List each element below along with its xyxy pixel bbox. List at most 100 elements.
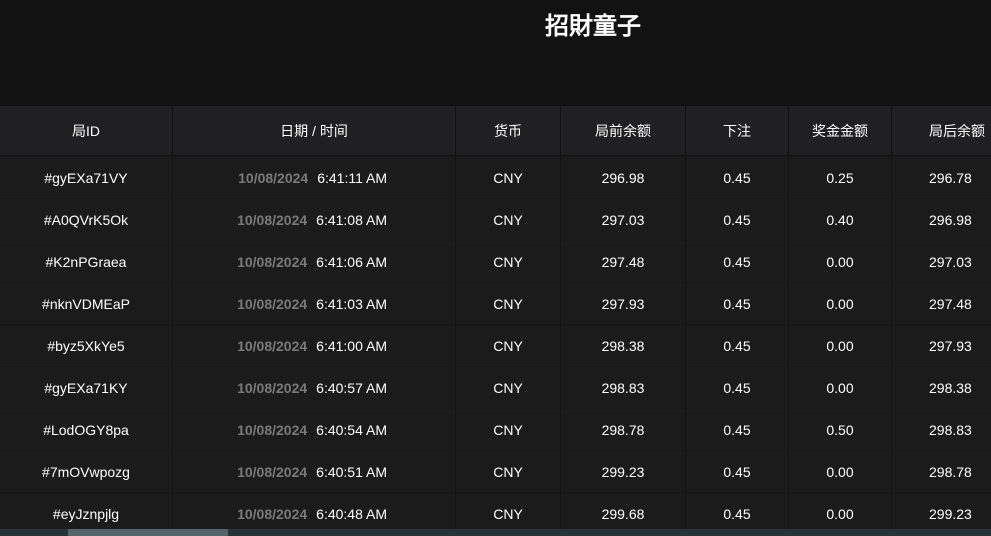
time: 6:41:03 AM bbox=[316, 295, 387, 312]
time: 6:40:51 AM bbox=[316, 463, 387, 480]
datetime: 10/08/2024 6:41:08 AM bbox=[173, 199, 456, 240]
col-header-datetime: 日期 / 时间 bbox=[173, 106, 456, 156]
col-header-round-id: 局ID bbox=[0, 106, 173, 156]
table-row[interactable]: #gyEXa71KY 10/08/2024 6:40:57 AM CNY 298.… bbox=[0, 366, 991, 408]
win-amount: 0.00 bbox=[789, 283, 892, 324]
datetime: 10/08/2024 6:41:11 AM bbox=[173, 157, 456, 198]
datetime: 10/08/2024 6:40:57 AM bbox=[173, 367, 456, 408]
balance-after: 296.78 bbox=[892, 157, 991, 198]
bet: 0.45 bbox=[686, 325, 789, 366]
date: 10/08/2024 bbox=[237, 421, 308, 438]
balance-before: 296.98 bbox=[561, 157, 686, 198]
bet: 0.45 bbox=[686, 241, 789, 282]
currency: CNY bbox=[456, 157, 561, 198]
datetime: 10/08/2024 6:40:51 AM bbox=[173, 451, 456, 492]
win-amount: 0.25 bbox=[789, 157, 892, 198]
currency: CNY bbox=[456, 283, 561, 324]
date: 10/08/2024 bbox=[237, 505, 308, 522]
currency: CNY bbox=[456, 325, 561, 366]
balance-after: 297.93 bbox=[892, 325, 991, 366]
col-header-bet: 下注 bbox=[686, 106, 789, 156]
time: 6:40:57 AM bbox=[316, 379, 387, 396]
balance-before: 298.78 bbox=[561, 409, 686, 450]
balance-after: 298.38 bbox=[892, 367, 991, 408]
round-id[interactable]: #7mOVwpozg bbox=[0, 451, 173, 492]
currency: CNY bbox=[456, 199, 561, 240]
balance-before: 299.23 bbox=[561, 451, 686, 492]
currency: CNY bbox=[456, 409, 561, 450]
balance-after: 296.98 bbox=[892, 199, 991, 240]
table-row[interactable]: #eyJznpjlg 10/08/2024 6:40:48 AM CNY 299.… bbox=[0, 492, 991, 534]
date: 10/08/2024 bbox=[238, 169, 309, 186]
page-title: 招財童子 bbox=[545, 12, 641, 40]
balance-before: 297.03 bbox=[561, 199, 686, 240]
datetime: 10/08/2024 6:40:54 AM bbox=[173, 409, 456, 450]
col-header-balance-after: 局后余额 bbox=[892, 106, 991, 156]
table-row[interactable]: #gyEXa71VY 10/08/2024 6:41:11 AM CNY 296.… bbox=[0, 156, 991, 198]
col-header-balance-before: 局前余额 bbox=[561, 106, 686, 156]
balance-after: 298.83 bbox=[892, 409, 991, 450]
currency: CNY bbox=[456, 493, 561, 534]
date: 10/08/2024 bbox=[237, 463, 308, 480]
round-id[interactable]: #A0QVrK5Ok bbox=[0, 199, 173, 240]
balance-before: 299.68 bbox=[561, 493, 686, 534]
win-amount: 0.40 bbox=[789, 199, 892, 240]
win-amount: 0.50 bbox=[789, 409, 892, 450]
balance-after: 297.03 bbox=[892, 241, 991, 282]
round-id[interactable]: #byz5XkYe5 bbox=[0, 325, 173, 366]
balance-before: 298.83 bbox=[561, 367, 686, 408]
scrollbar-thumb[interactable] bbox=[68, 529, 228, 536]
datetime: 10/08/2024 6:41:03 AM bbox=[173, 283, 456, 324]
round-id[interactable]: #gyEXa71KY bbox=[0, 367, 173, 408]
win-amount: 0.00 bbox=[789, 241, 892, 282]
currency: CNY bbox=[456, 241, 561, 282]
bet: 0.45 bbox=[686, 199, 789, 240]
win-amount: 0.00 bbox=[789, 325, 892, 366]
round-id[interactable]: #nknVDMEaP bbox=[0, 283, 173, 324]
bet: 0.45 bbox=[686, 493, 789, 534]
table-row[interactable]: #LodOGY8pa 10/08/2024 6:40:54 AM CNY 298.… bbox=[0, 408, 991, 450]
col-header-currency: 货币 bbox=[456, 106, 561, 156]
datetime: 10/08/2024 6:40:48 AM bbox=[173, 493, 456, 534]
table-row[interactable]: #byz5XkYe5 10/08/2024 6:41:00 AM CNY 298.… bbox=[0, 324, 991, 366]
currency: CNY bbox=[456, 451, 561, 492]
round-id[interactable]: #LodOGY8pa bbox=[0, 409, 173, 450]
balance-before: 297.93 bbox=[561, 283, 686, 324]
time: 6:41:08 AM bbox=[316, 211, 387, 228]
time: 6:40:54 AM bbox=[316, 421, 387, 438]
win-amount: 0.00 bbox=[789, 493, 892, 534]
table-row[interactable]: #nknVDMEaP 10/08/2024 6:41:03 AM CNY 297.… bbox=[0, 282, 991, 324]
balance-before: 297.48 bbox=[561, 241, 686, 282]
time: 6:40:48 AM bbox=[316, 505, 387, 522]
balance-after: 299.23 bbox=[892, 493, 991, 534]
round-id[interactable]: #gyEXa71VY bbox=[0, 157, 173, 198]
table-header: 局ID 日期 / 时间 货币 局前余额 下注 奖金金额 局后余额 bbox=[0, 106, 991, 156]
win-amount: 0.00 bbox=[789, 451, 892, 492]
balance-after: 298.78 bbox=[892, 451, 991, 492]
date: 10/08/2024 bbox=[237, 295, 308, 312]
horizontal-scrollbar[interactable] bbox=[0, 529, 991, 536]
round-id[interactable]: #eyJznpjlg bbox=[0, 493, 173, 534]
win-amount: 0.00 bbox=[789, 367, 892, 408]
col-header-win: 奖金金额 bbox=[789, 106, 892, 156]
bet: 0.45 bbox=[686, 451, 789, 492]
table-row[interactable]: #K2nPGraea 10/08/2024 6:41:06 AM CNY 297.… bbox=[0, 240, 991, 282]
time: 6:41:06 AM bbox=[316, 253, 387, 270]
date: 10/08/2024 bbox=[237, 337, 308, 354]
date: 10/08/2024 bbox=[237, 379, 308, 396]
datetime: 10/08/2024 6:41:00 AM bbox=[173, 325, 456, 366]
date: 10/08/2024 bbox=[237, 211, 308, 228]
date: 10/08/2024 bbox=[237, 253, 308, 270]
balance-before: 298.38 bbox=[561, 325, 686, 366]
bet: 0.45 bbox=[686, 367, 789, 408]
table-row[interactable]: #7mOVwpozg 10/08/2024 6:40:51 AM CNY 299.… bbox=[0, 450, 991, 492]
datetime: 10/08/2024 6:41:06 AM bbox=[173, 241, 456, 282]
time: 6:41:00 AM bbox=[316, 337, 387, 354]
bet: 0.45 bbox=[686, 283, 789, 324]
currency: CNY bbox=[456, 367, 561, 408]
table-row[interactable]: #A0QVrK5Ok 10/08/2024 6:41:08 AM CNY 297.… bbox=[0, 198, 991, 240]
balance-after: 297.48 bbox=[892, 283, 991, 324]
history-table: 局ID 日期 / 时间 货币 局前余额 下注 奖金金额 局后余额 #gyEXa7… bbox=[0, 106, 991, 534]
round-id[interactable]: #K2nPGraea bbox=[0, 241, 173, 282]
bet: 0.45 bbox=[686, 157, 789, 198]
